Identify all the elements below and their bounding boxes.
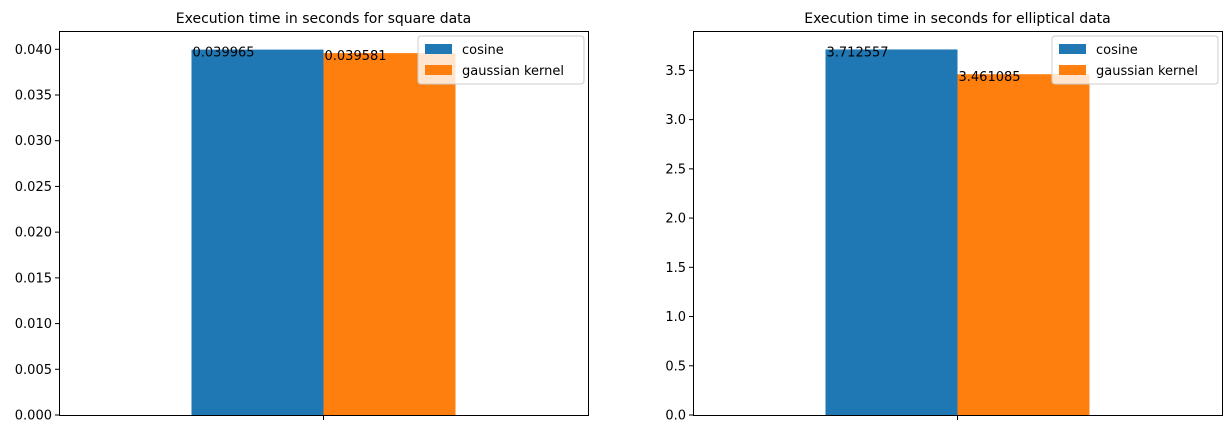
legend-swatch — [1059, 44, 1086, 54]
y-tick-label: 0.0 — [665, 409, 686, 424]
y-tick-label: 0.020 — [15, 226, 52, 241]
data-label: 3.461085 — [959, 70, 1021, 85]
bar-gaussian-kernel — [323, 53, 456, 415]
chart-square-data: Execution time in seconds for square dat… — [15, 11, 589, 424]
legend-swatch — [1059, 65, 1086, 75]
legend: cosine gaussian kernel — [1051, 35, 1219, 85]
data-label: 0.039581 — [325, 49, 387, 64]
legend-label: gaussian kernel — [1096, 64, 1198, 79]
chart-title: Execution time in seconds for square dat… — [176, 11, 472, 27]
y-tick-label: 0.010 — [15, 317, 52, 332]
chart-title: Execution time in seconds for elliptical… — [804, 11, 1111, 27]
legend-box — [417, 35, 585, 85]
legend-swatch — [425, 44, 452, 54]
y-tick-label: 1.0 — [665, 310, 686, 325]
data-label: 3.712557 — [827, 45, 889, 60]
data-label: 0.039965 — [193, 45, 255, 60]
chart-elliptical-data: Execution time in seconds for elliptical… — [665, 11, 1223, 424]
y-tick-label: 2.5 — [665, 162, 686, 177]
y-tick-label: 2.0 — [665, 212, 686, 227]
bar-cosine — [825, 49, 958, 415]
bar-gaussian-kernel — [957, 74, 1090, 415]
y-tick-label: 0.030 — [15, 134, 52, 149]
y-tick-label: 0.000 — [15, 409, 52, 424]
legend: cosine gaussian kernel — [417, 35, 585, 85]
legend-label: cosine — [1096, 43, 1138, 58]
legend-box — [1051, 35, 1219, 85]
bar-cosine — [191, 49, 324, 415]
y-tick-label: 0.025 — [15, 180, 52, 195]
y-tick-label: 0.040 — [15, 43, 52, 58]
legend-label: gaussian kernel — [462, 64, 564, 79]
legend-label: cosine — [462, 43, 504, 58]
y-tick-label: 1.5 — [665, 261, 686, 276]
y-tick-label: 0.005 — [15, 363, 52, 378]
y-tick-label: 3.0 — [665, 113, 686, 128]
y-tick-label: 3.5 — [665, 64, 686, 79]
y-tick-label: 0.035 — [15, 89, 52, 104]
y-tick-label: 0.5 — [665, 359, 686, 374]
y-tick-label: 0.015 — [15, 271, 52, 286]
legend-swatch — [425, 65, 452, 75]
